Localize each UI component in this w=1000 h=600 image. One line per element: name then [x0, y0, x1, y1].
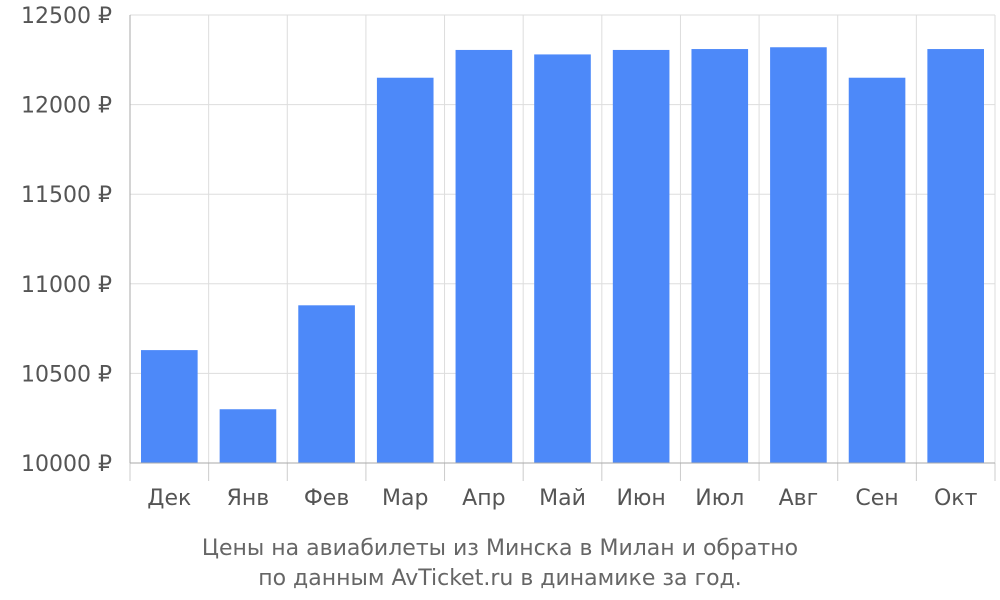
bar: [141, 350, 198, 463]
y-tick-label: 11000 ₽: [21, 273, 112, 298]
x-tick-label: Мар: [382, 486, 428, 511]
bar: [691, 49, 749, 463]
y-tick-label: 11500 ₽: [21, 183, 112, 208]
bar: [927, 49, 984, 463]
bars: [141, 47, 984, 463]
y-tick-label: 12000 ₽: [21, 94, 112, 119]
x-tick-label: Сен: [855, 486, 898, 511]
bar: [534, 54, 591, 463]
bar: [298, 305, 355, 463]
x-tick-label: Апр: [462, 486, 505, 511]
x-tick-label: Янв: [227, 486, 270, 511]
y-tick-label: 10000 ₽: [21, 452, 112, 477]
chart-caption-line-2: по данным AvTicket.ru в динамике за год.: [258, 566, 742, 591]
x-tick-label: Окт: [934, 486, 978, 511]
bar: [219, 409, 277, 463]
y-tick-labels: 10000 ₽ 10500 ₽ 11000 ₽ 11500 ₽ 12000 ₽ 12500…: [21, 4, 112, 477]
x-tick-label: Авг: [779, 486, 819, 511]
chart-caption-line-1: Цены на авиабилеты из Минска в Милан и о…: [202, 536, 798, 561]
bar: [455, 49, 513, 463]
bar: [770, 47, 827, 463]
x-tick-label: Май: [539, 486, 586, 511]
bar: [612, 49, 670, 463]
y-tick-label: 12500 ₽: [21, 4, 112, 29]
x-tick-labels: Дек Янв Фев Мар Апр Май Июн Июл Авг Сен Окт: [147, 486, 977, 511]
x-tick-label: Дек: [147, 486, 191, 511]
x-tick-label: Июл: [695, 486, 744, 511]
y-tick-label: 10500 ₽: [21, 362, 112, 387]
axes: [129, 15, 995, 464]
x-tick-label: Июн: [616, 486, 665, 511]
bar: [376, 77, 434, 463]
bar: [848, 77, 906, 463]
x-tick-label: Фев: [304, 486, 349, 511]
